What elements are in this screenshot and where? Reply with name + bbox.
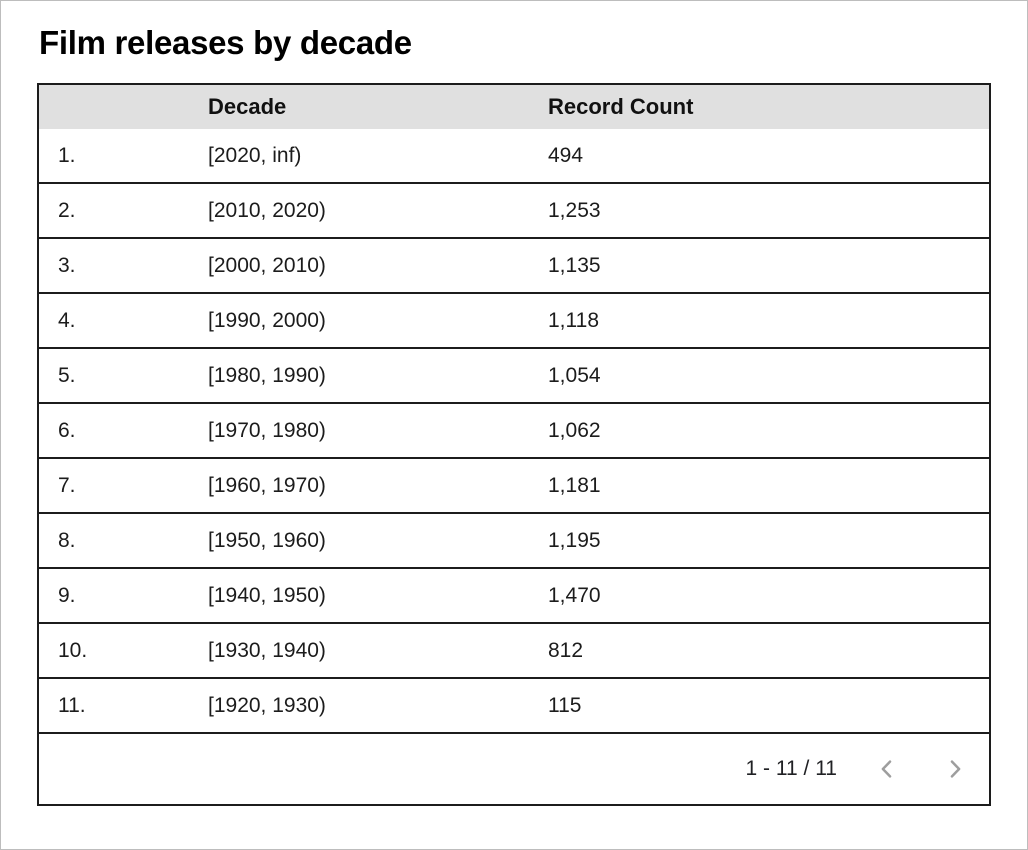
- page-title: Film releases by decade: [39, 24, 412, 61]
- count-cell: 1,118: [548, 308, 599, 332]
- count-cell: 115: [548, 693, 582, 717]
- table-pagination: 1 - 11 / 11: [39, 732, 989, 804]
- row-index: 6.: [58, 418, 76, 442]
- decade-cell: [1930, 1940): [208, 638, 326, 662]
- table-row: 2. [2010, 2020) 1,253: [39, 182, 989, 237]
- next-page-button[interactable]: [933, 745, 977, 793]
- header-cell-record-count[interactable]: Record Count: [548, 94, 694, 119]
- chevron-left-icon: [874, 756, 900, 782]
- table-chart: Decade Record Count 1. [2020, inf) 494 2…: [37, 83, 991, 806]
- count-cell: 1,054: [548, 363, 601, 387]
- decade-cell: [1980, 1990): [208, 363, 326, 387]
- decade-cell: [1970, 1980): [208, 418, 326, 442]
- decade-cell: [1950, 1960): [208, 528, 326, 552]
- row-index: 4.: [58, 308, 76, 332]
- table-row: 11. [1920, 1930) 115: [39, 677, 989, 732]
- decade-cell: [2020, inf): [208, 143, 302, 167]
- header-cell-decade[interactable]: Decade: [208, 94, 287, 119]
- decade-cell: [1990, 2000): [208, 308, 326, 332]
- pagination-range-label: 1 - 11 / 11: [745, 757, 837, 780]
- count-cell: 1,062: [548, 418, 601, 442]
- row-index: 10.: [58, 638, 88, 662]
- count-cell: 1,135: [548, 253, 601, 277]
- table-header-row: Decade Record Count: [39, 85, 989, 129]
- table-row: 5. [1980, 1990) 1,054: [39, 347, 989, 402]
- table-row: 9. [1940, 1950) 1,470: [39, 567, 989, 622]
- count-cell: 1,195: [548, 528, 601, 552]
- table-row: 4. [1990, 2000) 1,118: [39, 292, 989, 347]
- count-cell: 1,181: [548, 473, 601, 497]
- decade-cell: [1960, 1970): [208, 473, 326, 497]
- decade-cell: [1940, 1950): [208, 583, 326, 607]
- chevron-right-icon: [942, 756, 968, 782]
- row-index: 1.: [58, 143, 76, 167]
- row-index: 9.: [58, 583, 76, 607]
- table-row: 6. [1970, 1980) 1,062: [39, 402, 989, 457]
- count-cell: 1,253: [548, 198, 601, 222]
- decade-cell: [2010, 2020): [208, 198, 326, 222]
- row-index: 3.: [58, 253, 76, 277]
- row-index: 11.: [58, 693, 86, 717]
- table-row: 3. [2000, 2010) 1,135: [39, 237, 989, 292]
- count-cell: 812: [548, 638, 584, 662]
- previous-page-button[interactable]: [865, 745, 909, 793]
- row-index: 8.: [58, 528, 76, 552]
- table-row: 7. [1960, 1970) 1,181: [39, 457, 989, 512]
- table-row: 1. [2020, inf) 494: [39, 129, 989, 182]
- row-index: 7.: [58, 473, 76, 497]
- row-index: 2.: [58, 198, 76, 222]
- table-body: 1. [2020, inf) 494 2. [2010, 2020) 1,253…: [39, 129, 989, 732]
- table-row: 8. [1950, 1960) 1,195: [39, 512, 989, 567]
- count-cell: 1,470: [548, 583, 601, 607]
- decade-cell: [1920, 1930): [208, 693, 326, 717]
- decade-cell: [2000, 2010): [208, 253, 326, 277]
- table-row: 10. [1930, 1940) 812: [39, 622, 989, 677]
- count-cell: 494: [548, 143, 584, 167]
- row-index: 5.: [58, 363, 76, 387]
